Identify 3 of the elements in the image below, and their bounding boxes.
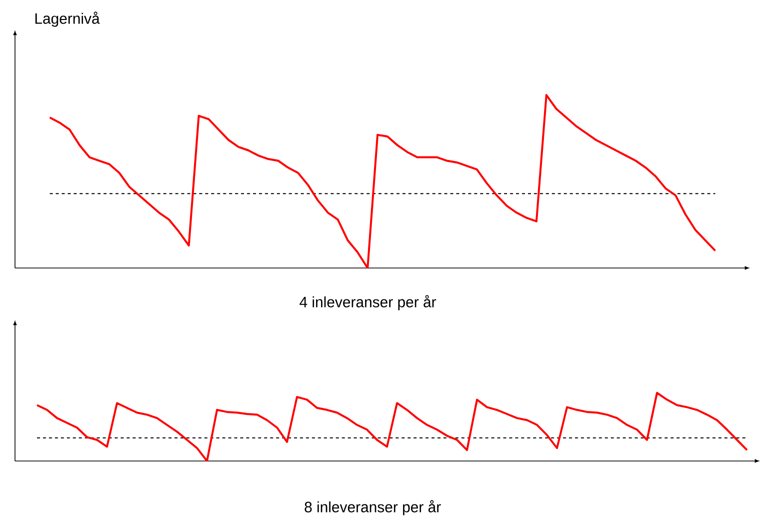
y-axis-title: Lagernivå [35,12,100,27]
x-axis-title: 4 inleveranser per år [300,295,436,310]
x-axis-title: 8 inleveranser per år [304,500,441,516]
